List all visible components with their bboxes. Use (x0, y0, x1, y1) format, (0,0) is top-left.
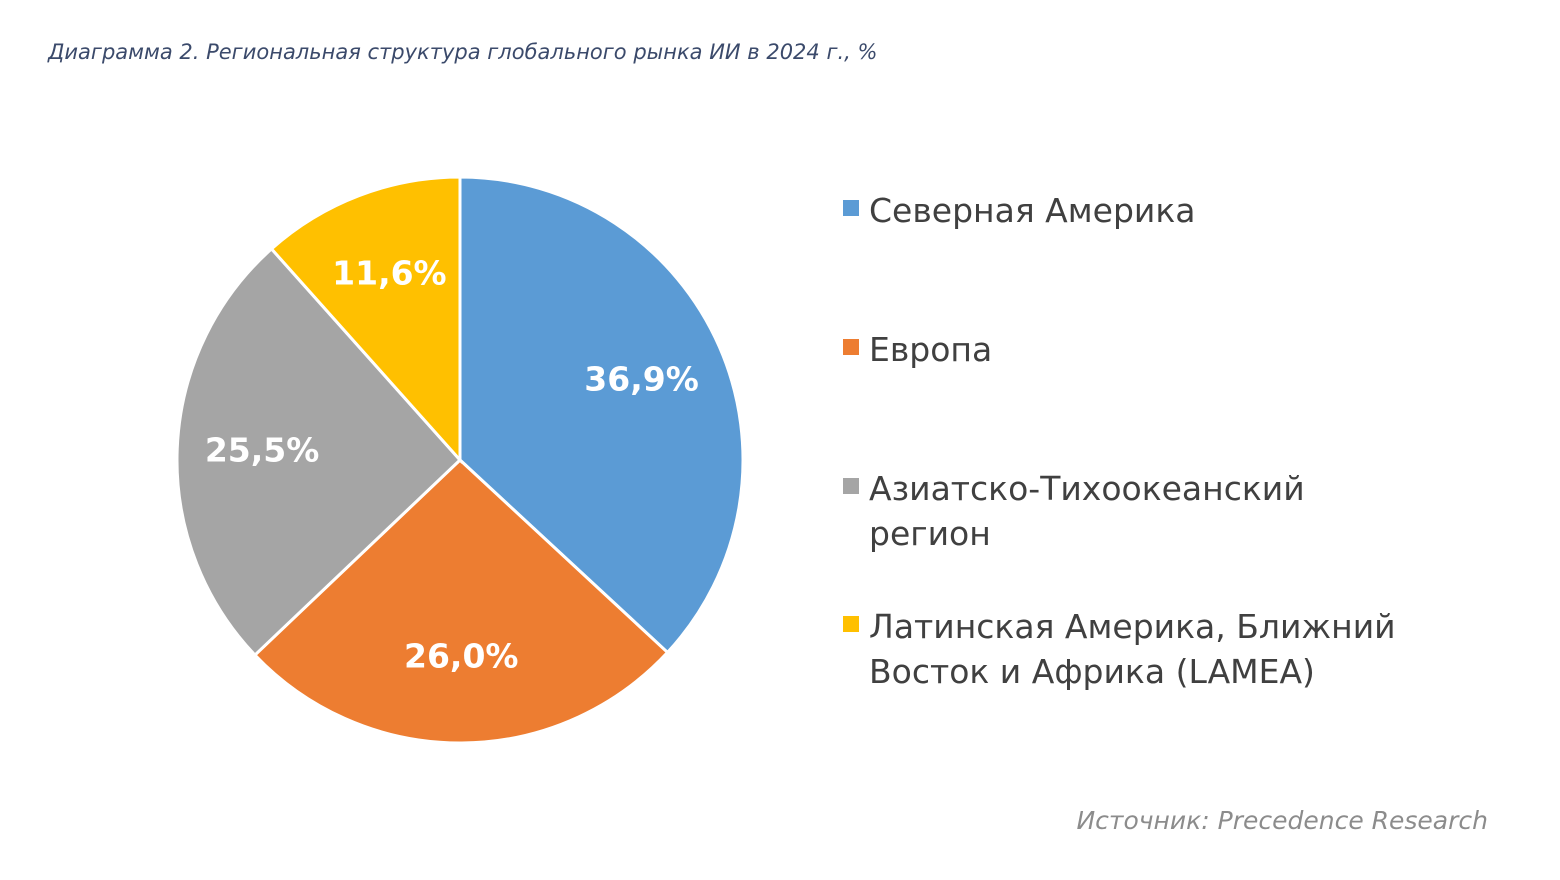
slice-label: 26,0% (404, 637, 519, 676)
pie-slice (269, 175, 462, 464)
legend-label: Латинская Америка, Ближний Восток и Афри… (869, 607, 1396, 691)
legend-label: Азиатско-Тихоокеанский регион (869, 469, 1305, 553)
legend-label: Северная Америка (869, 191, 1196, 230)
slice-label: 25,5% (205, 430, 320, 469)
legend-swatch (843, 616, 859, 632)
legend-item: Латинская Америка, Ближний Восток и Афри… (843, 604, 1403, 694)
legend-item: Европа (843, 327, 1403, 372)
slice-label: 11,6% (332, 253, 447, 292)
pie-slice (175, 246, 463, 658)
legend-item: Северная Америка (843, 188, 1403, 233)
chart-title: Диаграмма 2. Региональная структура глоб… (48, 40, 878, 64)
legend-label: Европа (869, 330, 993, 369)
slice-label: 36,9% (584, 359, 699, 398)
source-note: Источник: Precedence Research (1076, 806, 1488, 835)
pie-slice (458, 175, 745, 655)
legend-swatch (843, 339, 859, 355)
legend-swatch (843, 478, 859, 494)
legend-swatch (843, 200, 859, 216)
legend-item: Азиатско-Тихоокеанский регион (843, 466, 1403, 556)
pie-slice (252, 457, 670, 745)
